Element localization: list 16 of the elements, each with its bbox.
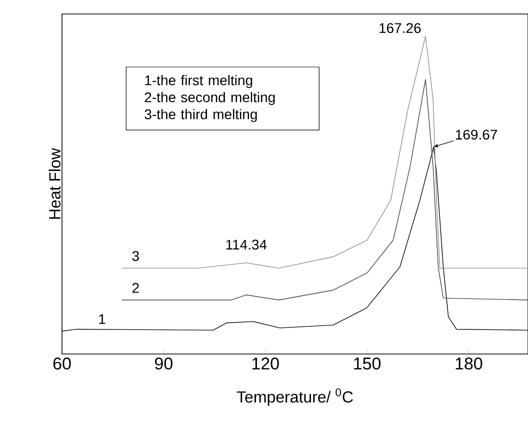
x-axis-title: Temperature/ $^{0}$C (236, 388, 353, 406)
x-tick-label: 150 (354, 358, 381, 370)
series-label: 2 (132, 283, 139, 293)
annotation: 2-the second melting (144, 92, 275, 106)
annotation: 1-the first melting (145, 75, 252, 88)
x-tick-label: 90 (155, 358, 172, 370)
annotation: 114.34 (226, 240, 267, 250)
series-label: 3 (132, 251, 139, 262)
annotation: 167.26 (380, 23, 421, 34)
x-tick-label: 120 (252, 358, 279, 370)
x-tick-label: 60 (53, 358, 71, 370)
annotation: 169.67 (456, 130, 497, 140)
x-tick-label: 180 (456, 358, 482, 370)
annotation: 3-the third melting (144, 109, 257, 122)
series-label: 1 (99, 314, 106, 324)
y-axis-title: Heat Flow (48, 148, 60, 219)
